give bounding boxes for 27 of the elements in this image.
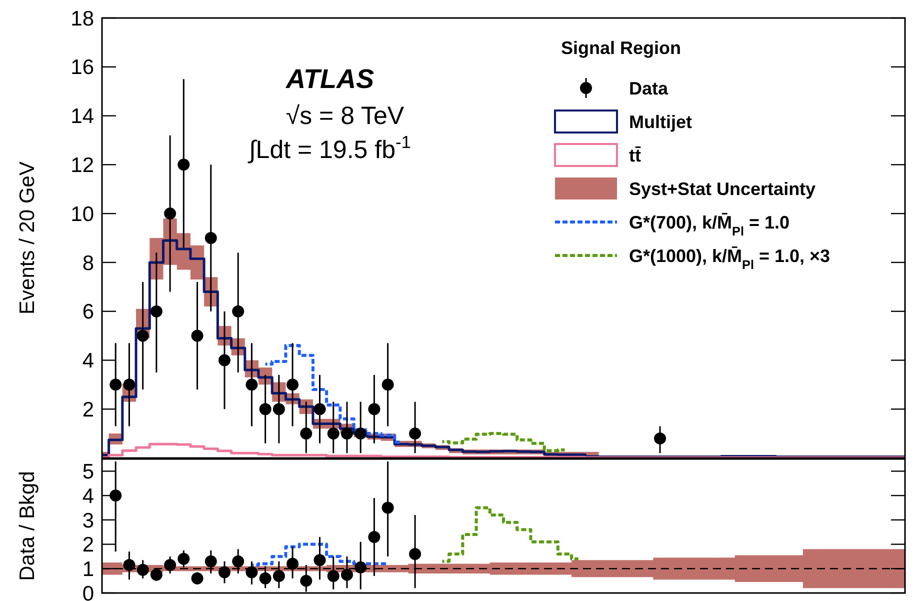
y-tick-label: 18	[70, 7, 94, 30]
y-tick-label: 5	[82, 460, 94, 484]
legend-label: G*(1000), k/M̄$_{Pl}$ = 1.0, ×3	[629, 246, 830, 272]
annotation: √s = 8 TeV	[286, 102, 404, 130]
y-tick-label: 3	[82, 509, 94, 532]
legend-label: G*(700), k/M̄$_{Pl}$ = 1.0	[629, 212, 790, 238]
y-axis-title: Events / 20 GeV	[16, 162, 39, 314]
y-tick-label: 0	[82, 582, 94, 601]
y-tick-label: 2	[82, 398, 94, 422]
y-tick-label: 8	[82, 252, 94, 275]
y-tick-label: 1	[82, 558, 94, 581]
y-tick-label: 10	[70, 202, 94, 226]
legend-label: tt̄	[629, 145, 641, 166]
y-tick-label: 16	[70, 56, 94, 80]
y-tick-label: 12	[70, 154, 94, 178]
legend-label: Multijet	[629, 112, 692, 132]
legend-label: Syst+Stat Uncertainty	[629, 178, 816, 199]
annotation: ATLAS	[285, 64, 374, 94]
y-tick-label: 6	[82, 300, 94, 324]
y-tick-label: 2	[82, 534, 94, 557]
y-tick-label: 4	[82, 484, 94, 508]
legend-title: Signal Region	[561, 38, 682, 58]
y-tick-label: 14	[70, 105, 94, 128]
y-axis-title: Data / Bkgd	[16, 471, 39, 581]
annotation: ∫Ldt = 19.5 fb$^{-1}$	[246, 132, 412, 164]
y-tick-label: 4	[82, 350, 94, 373]
legend-label: Data	[629, 78, 670, 98]
